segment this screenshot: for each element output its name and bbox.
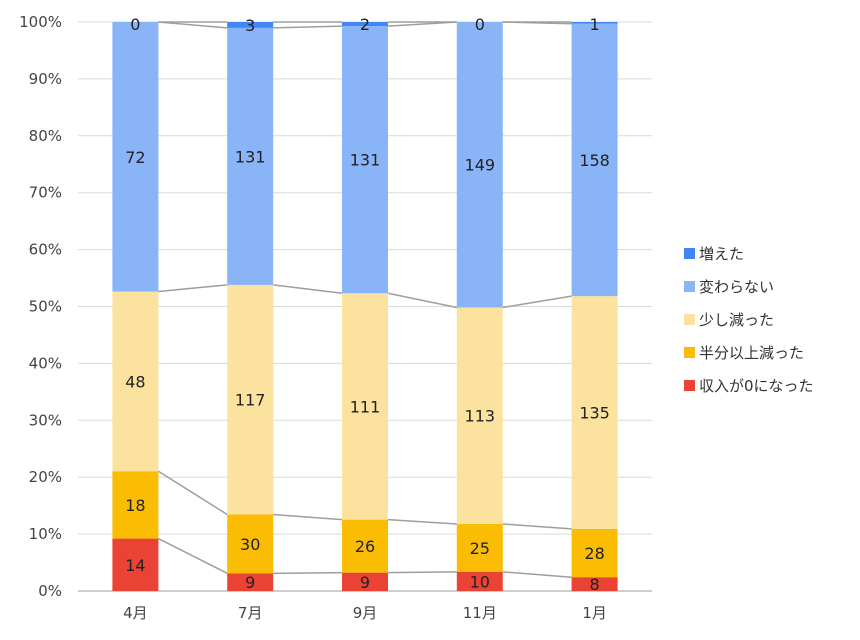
x-tick-label: 1月 [582,604,607,622]
data-label: 111 [350,397,381,416]
y-tick-label: 70% [29,184,62,202]
data-label: 0 [130,15,140,34]
data-label: 2 [360,15,370,34]
data-label: 14 [125,556,145,575]
series-line [273,284,343,294]
y-tick-label: 60% [29,241,62,259]
x-tick-label: 11月 [463,604,497,622]
bar-segment [227,22,274,28]
x-tick-label: 7月 [238,604,263,622]
series-line [273,571,343,575]
data-label: 113 [465,407,496,426]
x-tick-label: 9月 [353,604,378,622]
bar-segment [342,26,388,294]
legend-swatch [684,248,695,259]
data-label: 10 [470,572,490,591]
series-line [158,537,228,575]
bar-segment [227,284,274,515]
y-tick-label: 0% [38,582,62,600]
data-labels: 1418487209301171313926111131210251131490… [125,15,610,594]
bar-segment [112,471,159,539]
legend-swatch [684,281,695,292]
bar-segment [571,528,618,578]
data-label: 135 [579,404,610,423]
data-label: 3 [245,16,255,35]
bar-segment [342,519,388,573]
x-tick-label: 4月 [123,604,148,622]
legend-swatch [684,314,695,325]
bar-segment [456,22,503,308]
series-line [387,292,457,309]
series-line [387,518,457,525]
legend-label: 少し減った [699,311,774,329]
bar-segment [342,572,388,591]
y-tick-label: 40% [29,354,62,372]
legend-swatch [684,347,695,358]
legend-label: 収入が0になった [699,377,814,395]
bar-segment [112,22,159,292]
series-line [273,25,343,29]
y-tick-label: 50% [29,298,62,316]
bar-segment [342,293,388,520]
y-tick-label: 80% [29,127,62,145]
y-tick-label: 10% [29,525,62,543]
series-line [158,470,228,516]
bar-segment [112,291,159,472]
data-label: 28 [584,544,604,563]
legend-label: 増えた [699,245,744,263]
y-tick-label: 20% [29,468,62,486]
data-label: 48 [125,372,145,391]
y-axis: 0% 10% 20% 30% 40% 50% 60% 70% 80% 90% 100% [19,13,62,600]
bar-segment [456,523,503,572]
series-line [158,21,228,29]
data-label: 18 [125,496,145,515]
series-line [502,523,572,530]
bar-segment [456,571,503,591]
y-tick-label: 30% [29,411,62,429]
series-line [158,284,228,293]
bar-segment [227,27,274,285]
data-label: 30 [240,535,260,554]
data-label: 26 [355,537,375,556]
bar-segment [571,22,618,24]
y-tick-label: 90% [29,70,62,88]
y-tick-label: 100% [19,13,62,31]
data-label: 1 [590,15,600,34]
series-line [502,295,572,309]
data-label: 25 [470,539,490,558]
data-label: 9 [245,573,255,592]
data-label: 117 [235,391,266,410]
bars [112,22,618,591]
x-axis: 4月 7月 9月 11月 1月 [123,604,607,622]
data-label: 158 [579,151,610,170]
legend-swatch [684,380,695,391]
data-label: 131 [235,147,266,166]
data-label: 131 [350,151,381,170]
bar-segment [571,577,618,591]
bar-segment [112,538,159,591]
bar-segment [571,23,618,297]
data-label: 9 [360,573,370,592]
bar-segment [456,307,503,524]
series-line [502,571,572,578]
series-line [387,571,457,574]
data-label: 0 [475,15,485,34]
bar-segment [571,296,618,529]
series-lines [158,21,572,578]
legend-label: 半分以上減った [699,344,804,362]
series-line [273,513,343,521]
data-label: 149 [465,156,496,175]
bar-segment [227,514,274,574]
bar-segment [227,573,274,591]
data-label: 72 [125,148,145,167]
legend-label: 変わらない [699,278,774,296]
bar-segment [342,22,388,27]
data-label: 8 [590,575,600,594]
